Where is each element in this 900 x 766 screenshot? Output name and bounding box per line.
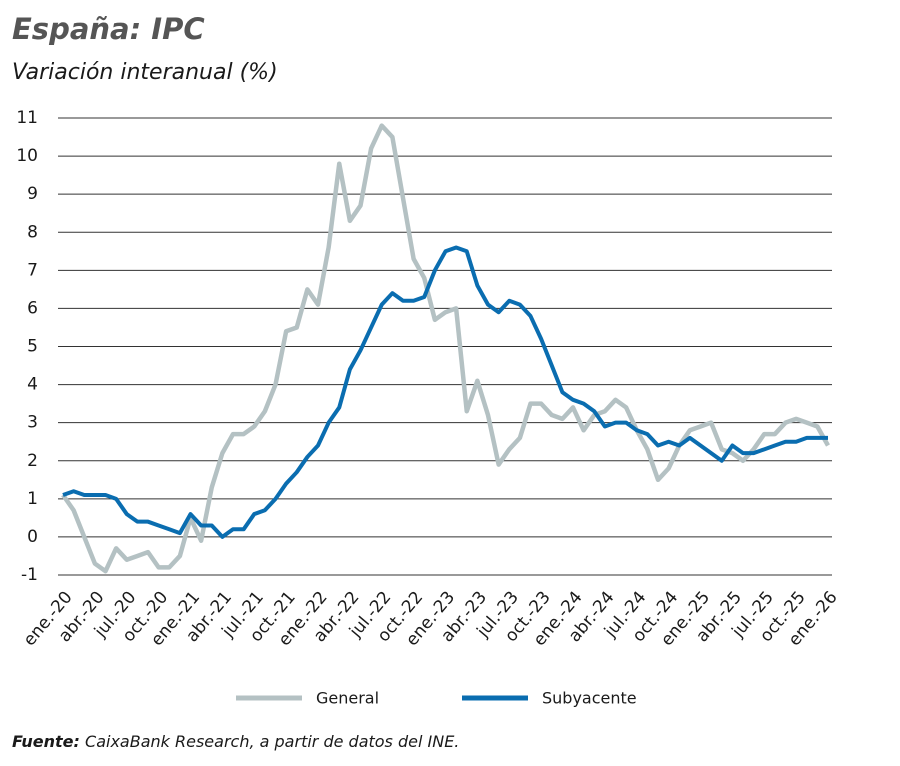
source-text: CaixaBank Research, a partir de datos de… bbox=[85, 732, 459, 751]
line-series bbox=[61, 123, 830, 574]
chart-title: España: IPC bbox=[12, 12, 205, 46]
source-label: Fuente: bbox=[12, 732, 80, 751]
y-tick-label: 7 bbox=[27, 260, 38, 280]
source: Fuente: CaixaBank Research, a partir de … bbox=[12, 732, 459, 751]
y-tick-label: 11 bbox=[16, 108, 38, 128]
y-tick-label: 5 bbox=[27, 337, 38, 357]
y-tick-label: 4 bbox=[27, 375, 38, 395]
y-tick-label: 3 bbox=[27, 413, 38, 433]
legend-label: General bbox=[316, 689, 379, 708]
y-tick-label: 6 bbox=[27, 298, 38, 318]
y-tick-label: 10 bbox=[16, 146, 38, 166]
y-tick-label: -1 bbox=[21, 565, 38, 585]
y-tick-label: 8 bbox=[27, 222, 38, 242]
y-tick-label: 0 bbox=[27, 527, 38, 547]
y-tick-label: 2 bbox=[27, 451, 38, 471]
y-tick-label: 9 bbox=[27, 184, 38, 204]
legend-label: Subyacente bbox=[542, 689, 637, 708]
line-series bbox=[62, 245, 828, 539]
y-tick-label: 1 bbox=[27, 489, 38, 509]
chart-subtitle: Variación interanual (%) bbox=[12, 60, 278, 85]
